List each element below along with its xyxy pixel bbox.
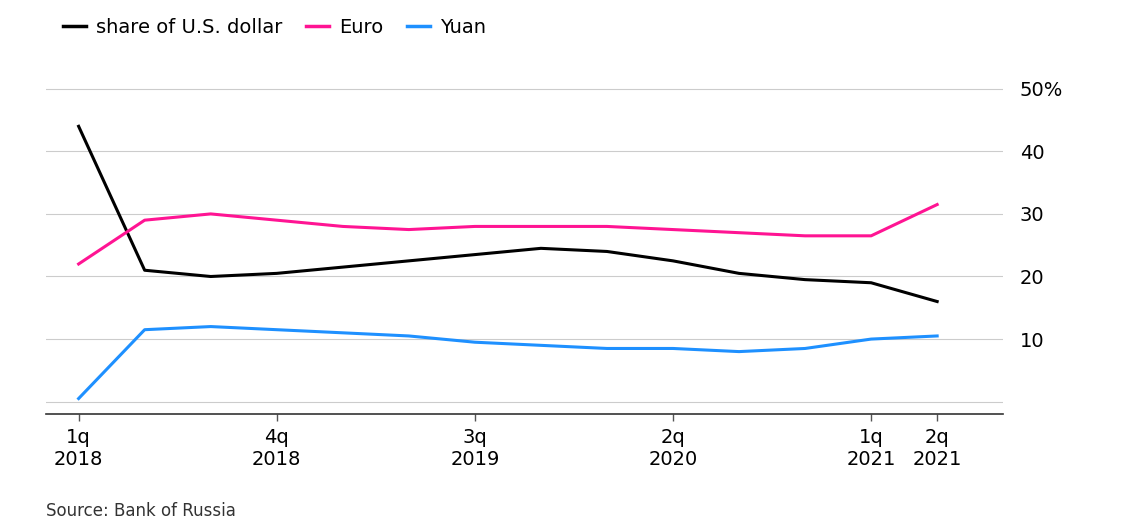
Text: Source: Bank of Russia: Source: Bank of Russia [46, 502, 236, 520]
Legend: share of U.S. dollar, Euro, Yuan: share of U.S. dollar, Euro, Yuan [56, 11, 494, 45]
